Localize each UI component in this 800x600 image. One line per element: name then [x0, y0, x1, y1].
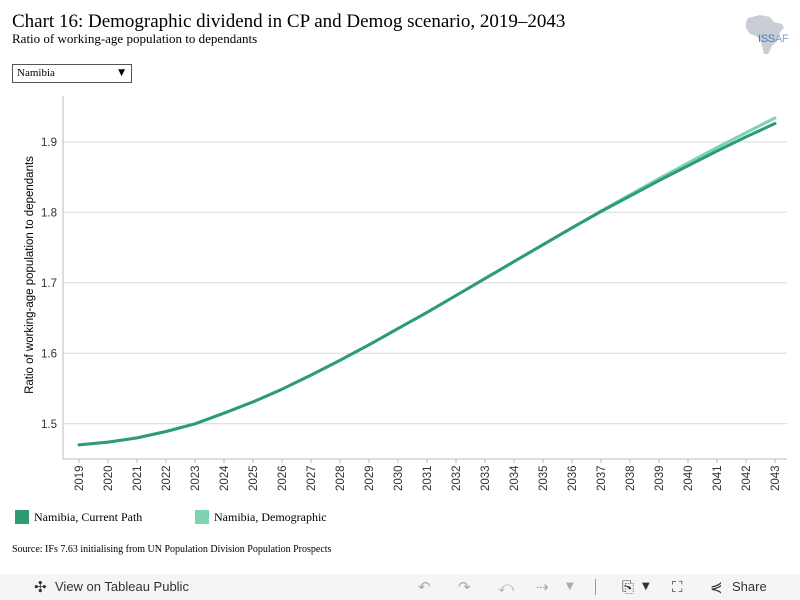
legend-swatch-current-path: [15, 510, 29, 524]
tableau-toolbar: ✣ View on Tableau Public ↶ ↷ ⤺ ⇢ ▼ ⎘ ▼ ⛶…: [0, 574, 800, 600]
revert-icon[interactable]: ⤺: [498, 578, 515, 596]
x-tick-label: 2032: [451, 465, 463, 491]
download-chevron-icon[interactable]: ▼: [642, 581, 650, 592]
x-tick-label: 2019: [74, 465, 86, 491]
x-tick-label: 2038: [625, 465, 637, 491]
legend-label-demographic[interactable]: Namibia, Demographic: [214, 510, 327, 524]
y-tick-label: 1.7: [41, 278, 57, 290]
x-tick-label: 2041: [712, 465, 724, 491]
toolbar-separator: [595, 579, 596, 595]
view-on-tableau-link[interactable]: View on Tableau Public: [55, 579, 189, 594]
share-icon[interactable]: ⋞: [710, 578, 723, 596]
line-chart: 1.5 1.6 1.7 1.8 1.9 2019 2020 2021 2022 2023 2024 2…: [24, 96, 787, 491]
africa-logo-icon: [746, 15, 784, 54]
fullscreen-icon[interactable]: ⛶: [672, 578, 683, 596]
x-tick-label: 2024: [219, 465, 231, 491]
chart-subtitle: Ratio of working-age population to depen…: [12, 31, 258, 46]
source-note: Source: IFs 7.63 initialising from UN Po…: [12, 544, 332, 555]
share-button[interactable]: Share: [732, 579, 767, 594]
undo-icon[interactable]: ↶: [418, 578, 431, 596]
x-tick-label: 2020: [103, 465, 115, 491]
x-tick-label: 2040: [683, 465, 695, 491]
download-icon[interactable]: ⎘: [622, 578, 635, 596]
x-tick-label: 2027: [306, 465, 318, 491]
y-tick-label: 1.8: [41, 207, 57, 219]
caret-down-icon: ▼: [118, 68, 125, 78]
chevron-down-icon[interactable]: ▼: [566, 581, 574, 592]
refresh-icon[interactable]: ⇢: [536, 578, 549, 596]
chart-series: [77, 116, 777, 447]
x-tick-label: 2031: [422, 465, 434, 491]
x-tick-label: 2030: [393, 465, 405, 491]
x-tick-label: 2043: [770, 465, 782, 491]
x-tick-label: 2034: [509, 465, 521, 491]
chart-grid: [63, 141, 787, 425]
x-tick-label: 2029: [364, 465, 376, 491]
x-tick-label: 2035: [538, 465, 550, 491]
logo-text: ISSAF: [758, 33, 789, 45]
chart-title: Chart 16: Demographic dividend in CP and…: [12, 11, 566, 32]
x-tick-label: 2025: [248, 465, 260, 491]
x-tick-label: 2022: [161, 465, 173, 491]
series-line-demographic[interactable]: [77, 116, 777, 447]
logo-text-af: AF: [774, 33, 789, 45]
y-tick-label: 1.6: [41, 348, 57, 360]
series-line-current-path[interactable]: [77, 122, 777, 447]
country-dropdown-value: Namibia: [17, 67, 55, 79]
y-tick-label: 1.9: [41, 137, 57, 149]
x-tick-label: 2023: [190, 465, 202, 491]
redo-icon[interactable]: ↷: [458, 578, 471, 596]
x-tick-label: 2028: [335, 465, 347, 491]
x-tick-label: 2033: [480, 465, 492, 491]
x-tick-label: 2039: [654, 465, 666, 491]
legend-label-current-path[interactable]: Namibia, Current Path: [34, 510, 143, 524]
legend-swatch-demographic: [195, 510, 209, 524]
x-tick-label: 2026: [277, 465, 289, 491]
x-tick-label: 2042: [741, 465, 753, 491]
x-tick-label: 2036: [567, 465, 579, 491]
y-axis-label: Ratio of working-age population to depen…: [24, 156, 36, 394]
x-tick-label: 2037: [596, 465, 608, 491]
chart-axes: 1.5 1.6 1.7 1.8 1.9 2019 2020 2021 2022 2023 2024 2…: [41, 96, 787, 491]
logo-text-iss: ISS: [758, 33, 775, 45]
tableau-logo-icon: ✣: [34, 578, 47, 596]
x-tick-label: 2021: [132, 465, 144, 491]
country-dropdown[interactable]: Namibia ▼: [12, 64, 132, 83]
y-tick-label: 1.5: [41, 419, 57, 431]
